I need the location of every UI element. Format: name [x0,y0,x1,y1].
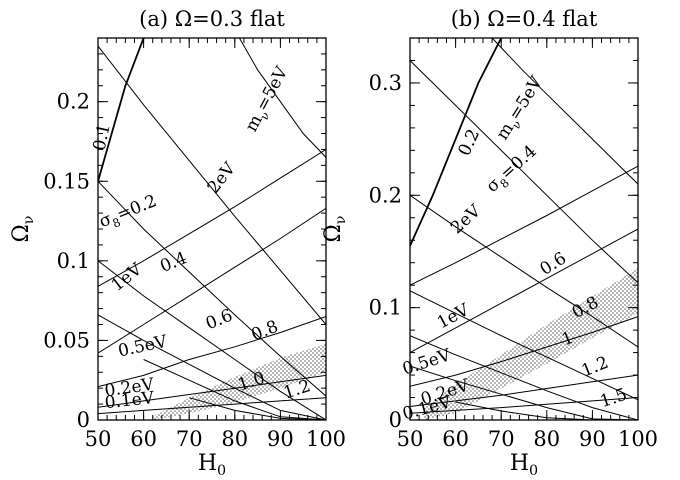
sigma8-curve [98,45,326,325]
x-tick-label: 100 [306,427,346,451]
y-tick-label: 0.2 [57,90,90,114]
sigma8-curve [410,194,638,348]
panel-a: mν=5eV2eV1eV0.5eV0.2eV0.1eV0.1σ8=0.20.40… [9,7,346,479]
neutrino-mass-curve [98,397,326,415]
x-axis-title: H0 [510,451,538,479]
sigma8-curve [98,180,326,397]
y-axis-title: Ων [9,216,37,243]
y-tick-label: 0.05 [43,328,90,352]
curve-label: 2eV [447,201,486,239]
plot-area [410,38,638,420]
curve-label: 0.1 [90,122,115,153]
sigma8-curve [98,38,145,182]
curve-label: 1.5 [598,385,630,412]
sigma8-curve [410,335,638,420]
y-tick-label: 0.3 [369,71,402,95]
x-tick-label: 50 [397,427,424,451]
x-tick-label: 80 [221,427,248,451]
curve-label: 0.8 [249,317,282,346]
curve-label: 1eV [434,300,473,334]
neutrino-mass-curve [410,374,638,407]
x-tick-label: 100 [618,427,658,451]
neutrino-mass-curve [238,38,326,158]
y-tick-label: 0.2 [369,183,402,207]
neutrino-mass-curve [410,397,638,414]
curve-label: 0.4 [157,248,190,277]
curve-label: 1.2 [579,353,612,382]
neutrino-mass-curve [98,374,326,408]
panel-title: (b) Ω=0.4 flat [451,7,598,31]
x-tick-label: 90 [267,427,294,451]
x-tick-label: 50 [85,427,112,451]
panel-b: mν=5eV2eV1eV0.5eV0.2eV0.1eV0.2σ8=0.40.60… [321,7,658,479]
curve-label: 2eV [204,158,241,197]
y-axis-title: Ων [321,216,349,243]
neutrino-mass-curve [98,316,326,388]
y-tick-label: 0.15 [43,169,90,193]
sigma8-curve [189,397,326,420]
curve-label: σ8=0.2 [96,191,160,235]
x-tick-label: 60 [442,427,469,451]
sigma8-curve [98,260,326,420]
x-axis-title: H0 [198,451,226,479]
curve-label: σ8=0.4 [482,142,542,199]
y-tick-label: 0 [389,408,402,432]
plot-area [98,38,326,420]
y-tick-label: 0 [77,408,90,432]
sigma8-curve [410,38,503,247]
sigma8-curve [410,60,638,284]
x-tick-label: 80 [533,427,560,451]
curve-label: mν=5eV [493,73,550,146]
x-tick-label: 70 [488,427,515,451]
y-tick-label: 0.1 [57,249,90,273]
neutrino-mass-curve [98,148,326,287]
neutrino-mass-curve [410,316,638,387]
sigma8-curve [410,365,638,420]
x-tick-label: 90 [579,427,606,451]
neutrino-mass-curve [410,228,638,354]
curve-label: mν=5eV [241,63,295,137]
y-tick-label: 0.1 [369,296,402,320]
curve-label: 1eV [108,259,147,296]
allowed-region-band [152,343,326,420]
sigma8-curve [98,314,326,420]
x-tick-label: 60 [130,427,157,451]
curve-label: 0.5eV [400,345,454,380]
curve-label: 0.6 [203,306,236,335]
neutrino-mass-curve [491,38,638,185]
allowed-region-band [423,268,638,420]
curve-label: 0.1eV [104,388,156,413]
curve-label: 0.6 [537,248,571,279]
plot-frame [409,37,639,421]
sigma8-curve [143,359,326,420]
neutrino-mass-curve [410,165,638,286]
x-tick-label: 70 [176,427,203,451]
neutrino-mass-curve [98,207,326,354]
sigma8-curve [410,290,638,401]
panel-title: (a) Ω=0.3 flat [139,7,285,31]
